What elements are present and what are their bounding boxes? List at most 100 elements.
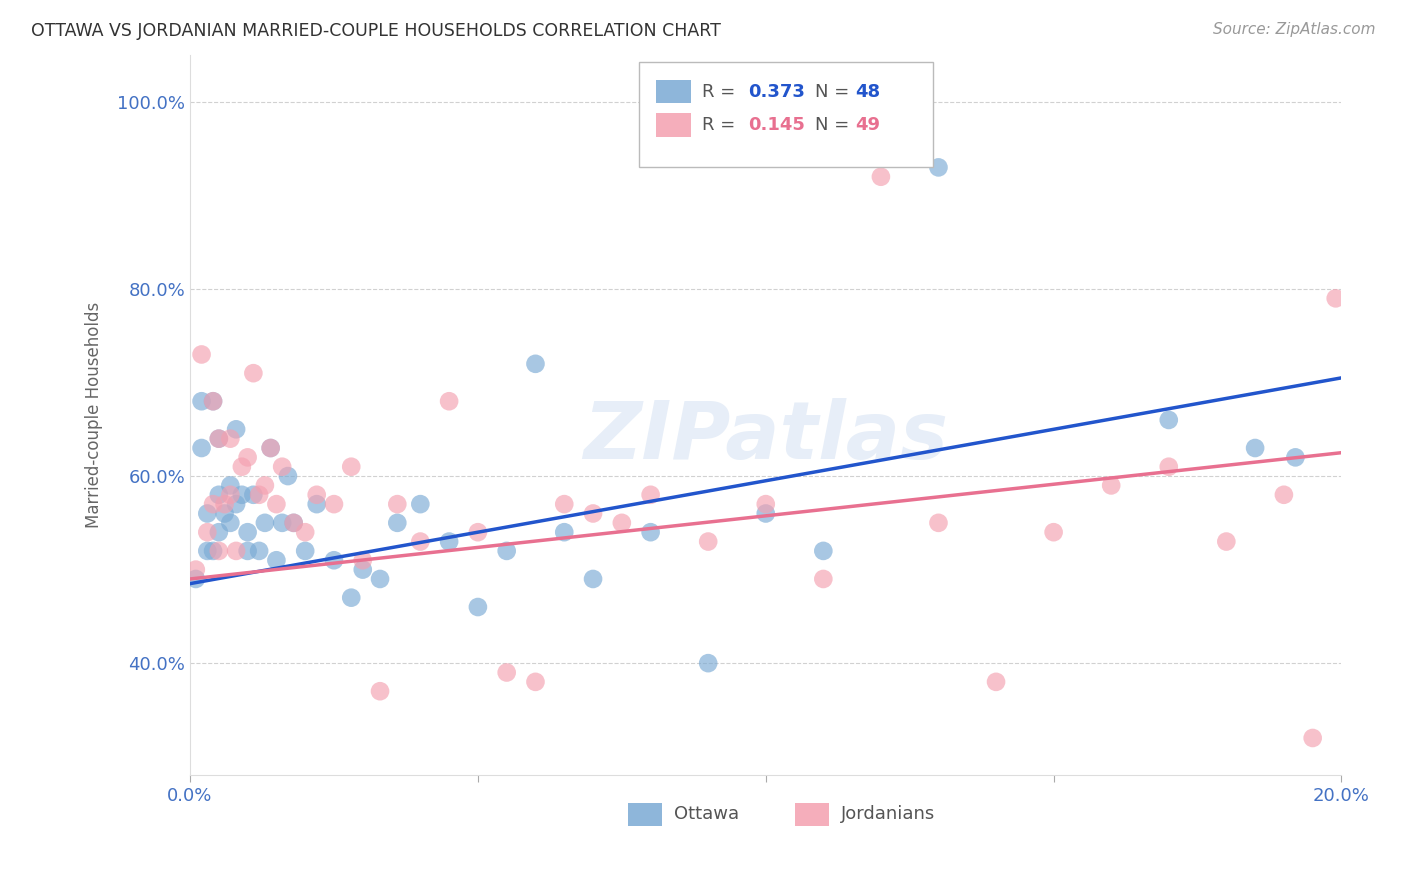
Point [283,516,305,530]
Point [236,544,259,558]
Point [755,507,778,521]
Point [495,665,517,680]
Point [1157,459,1180,474]
Point [813,572,835,586]
FancyBboxPatch shape [640,62,932,167]
Point [495,544,517,558]
Point [242,488,264,502]
Point [697,534,720,549]
Point [231,488,253,502]
Point [1272,488,1295,502]
Point [208,432,231,446]
Point [271,459,294,474]
Point [1099,478,1122,492]
Point [437,394,460,409]
Y-axis label: Married-couple Households: Married-couple Households [86,302,103,528]
Point [190,347,212,361]
Point [340,459,363,474]
Point [409,534,432,549]
Point [225,422,247,436]
Point [208,544,231,558]
Point [352,553,374,567]
Text: 0.373: 0.373 [748,83,806,101]
Point [202,544,225,558]
Point [294,544,316,558]
FancyBboxPatch shape [657,113,690,136]
Point [927,516,949,530]
Point [202,394,225,409]
Point [294,525,316,540]
Point [984,674,1007,689]
Point [214,507,236,521]
Point [467,600,489,615]
Point [387,516,409,530]
Point [219,478,242,492]
Point [927,161,949,175]
Point [253,516,276,530]
Point [195,507,218,521]
Point [368,684,391,698]
Text: OTTAWA VS JORDANIAN MARRIED-COUPLE HOUSEHOLDS CORRELATION CHART: OTTAWA VS JORDANIAN MARRIED-COUPLE HOUSE… [31,22,721,40]
Point [219,516,242,530]
Point [214,497,236,511]
Text: N =: N = [815,116,855,134]
Point [259,441,281,455]
Point [755,497,778,511]
Text: R =: R = [703,116,741,134]
Text: Ottawa: Ottawa [673,805,738,823]
Point [190,394,212,409]
FancyBboxPatch shape [627,803,662,826]
Point [1302,731,1324,745]
Point [253,478,276,492]
Point [1042,525,1064,540]
Text: Jordanians: Jordanians [841,805,935,823]
Point [1244,441,1267,455]
Point [208,432,231,446]
Text: R =: R = [703,83,741,101]
Point [368,572,391,586]
Point [553,497,575,511]
Point [323,553,346,567]
Point [640,488,662,502]
Point [582,507,605,521]
Point [195,544,218,558]
Point [225,544,247,558]
Point [259,441,281,455]
Point [1157,413,1180,427]
Point [870,169,893,184]
Point [236,450,259,465]
Point [231,459,253,474]
Point [305,497,328,511]
Point [409,497,432,511]
Point [305,488,328,502]
Point [283,516,305,530]
Point [1284,450,1306,465]
Point [277,469,299,483]
Point [242,366,264,380]
Point [247,544,270,558]
Point [208,488,231,502]
Point [813,544,835,558]
Text: ZIPatlas: ZIPatlas [583,398,948,475]
Point [236,525,259,540]
Text: 0.145: 0.145 [748,116,806,134]
Point [582,572,605,586]
Text: N =: N = [815,83,855,101]
Point [1215,534,1237,549]
Point [190,441,212,455]
Point [266,553,288,567]
Point [640,525,662,540]
Point [202,497,225,511]
Point [266,497,288,511]
Point [195,525,218,540]
Point [208,525,231,540]
Point [271,516,294,530]
Point [437,534,460,549]
Point [352,563,374,577]
Point [219,488,242,502]
Point [524,674,547,689]
Point [553,525,575,540]
Point [247,488,270,502]
Text: Source: ZipAtlas.com: Source: ZipAtlas.com [1212,22,1375,37]
Point [697,656,720,670]
